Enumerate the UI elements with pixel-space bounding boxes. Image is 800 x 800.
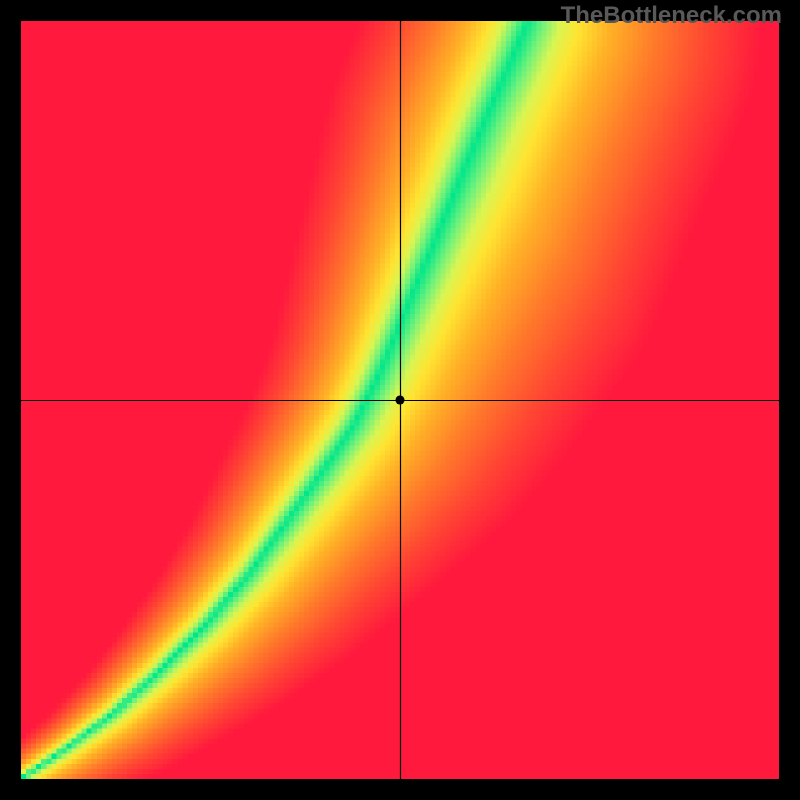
chart-container: { "image": { "width": 800, "height": 800…: [0, 0, 800, 800]
crosshair-overlay: [21, 21, 779, 779]
watermark-text: TheBottleneck.com: [561, 2, 782, 30]
